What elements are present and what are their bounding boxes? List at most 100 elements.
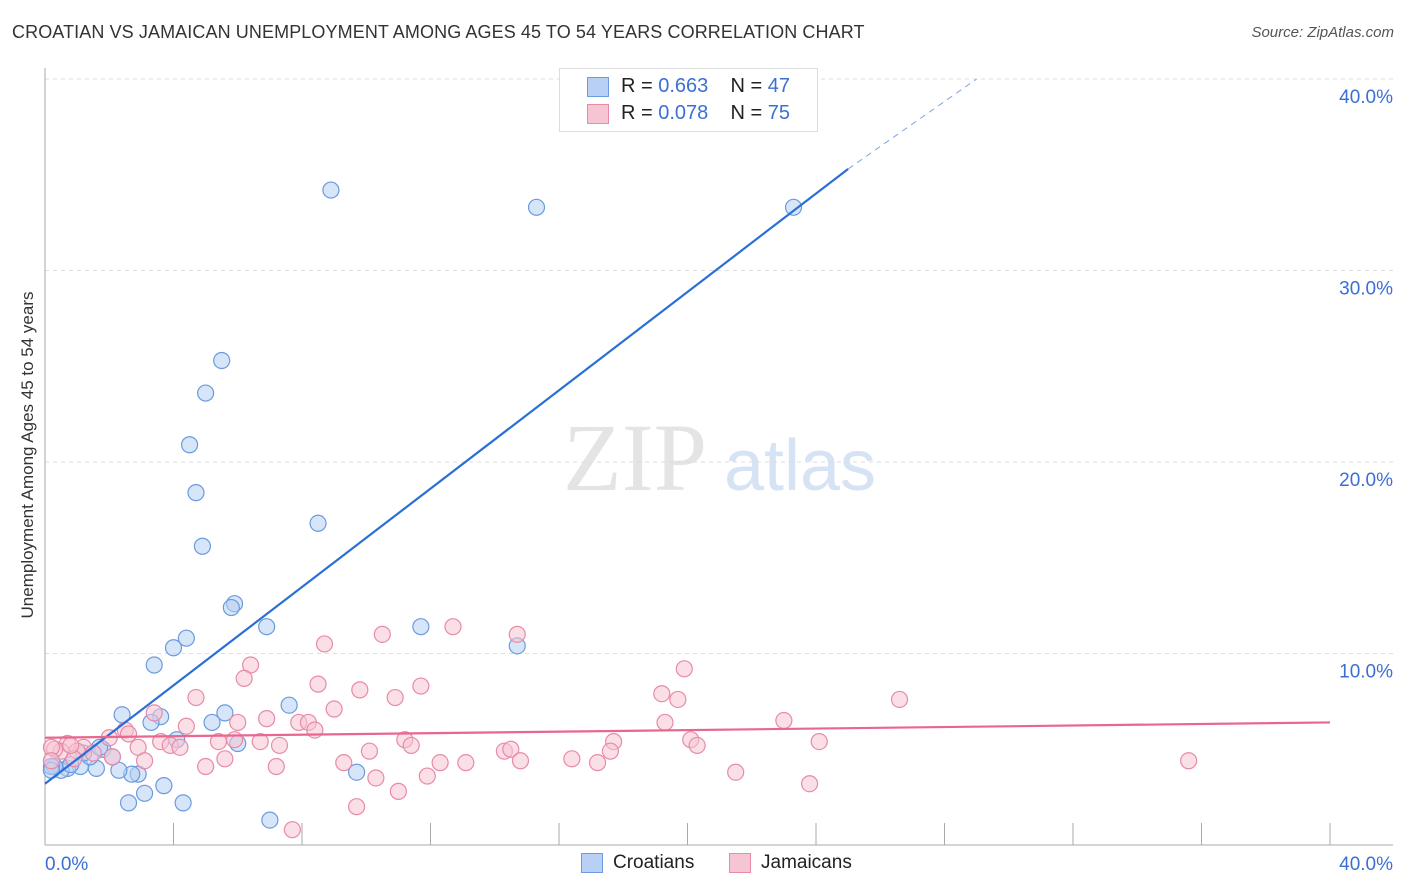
croatian-point (222, 598, 240, 617)
croatian-point (174, 794, 192, 812)
jamaican-point (775, 711, 793, 730)
jamaican-point (251, 732, 269, 751)
jamaican-point (367, 769, 385, 787)
jamaican-point (412, 677, 430, 695)
jamaican-point (656, 713, 674, 732)
jamaican-point (688, 736, 706, 755)
jamaican-point (457, 754, 475, 772)
jamaican-point (216, 750, 234, 768)
x-tick-label-min: 0.0% (45, 854, 88, 875)
croatian-point (187, 484, 205, 502)
blue-swatch-icon (581, 853, 603, 873)
jamaican-point (669, 690, 687, 709)
croatian-point (135, 784, 154, 802)
jamaican-point (418, 767, 436, 785)
croatian-point (309, 514, 327, 532)
source-label: Source: ZipAtlas.com (1251, 24, 1394, 41)
croatian-point (197, 384, 215, 402)
jamaican-point (727, 763, 745, 781)
jamaican-point (225, 731, 244, 749)
jamaican-point (511, 752, 530, 770)
croatian-point (119, 794, 138, 812)
pink-swatch-icon (729, 853, 751, 873)
jamaican-point (389, 782, 407, 800)
croatian-point (412, 618, 430, 636)
jamaican-point (145, 704, 163, 722)
jamaican-point (348, 798, 366, 816)
jamaican-point (197, 757, 215, 776)
jamaican-point (283, 821, 301, 839)
jamaican-point (229, 713, 247, 732)
croatian-point (203, 713, 221, 732)
watermark-zip: ZIP (563, 404, 707, 511)
jamaican-point (444, 618, 462, 636)
bottom-legend-croatians: Croatians (581, 852, 694, 874)
croatian-point (258, 618, 276, 636)
jamaican-point (258, 710, 276, 728)
croatian-point (322, 181, 340, 199)
y-tick-label: 20.0% (1339, 470, 1393, 491)
jamaican-point (315, 635, 334, 653)
x-tick-label-max: 40.0% (1339, 854, 1393, 875)
jamaican-point (177, 717, 195, 735)
r-value: 0.663 (658, 75, 709, 97)
jamaican-point (119, 725, 138, 743)
jamaican-point (270, 736, 289, 755)
jamaican-point (351, 681, 369, 699)
legend-label: Croatians (613, 852, 695, 873)
jamaican-point (386, 688, 404, 707)
jamaican-point (235, 669, 253, 687)
y-tick-label: 10.0% (1339, 662, 1393, 683)
croatian-point (280, 696, 298, 714)
croatian-point (216, 704, 234, 722)
jamaican-point (563, 750, 581, 768)
croatian-point (155, 777, 173, 795)
jamaican-point (601, 742, 620, 760)
jamaican-point (653, 685, 671, 703)
croatian-point (213, 351, 231, 370)
jamaican-point (62, 736, 80, 755)
y-tick-label: 40.0% (1339, 87, 1393, 108)
n-value: 47 (767, 75, 791, 97)
jamaican-point (360, 742, 379, 760)
croatian-point (145, 656, 163, 674)
jamaican-point (103, 748, 122, 766)
bottom-legend-jamaicans: Jamaicans (729, 852, 852, 874)
y-tick-label: 30.0% (1339, 279, 1393, 300)
legend-row-jamaicans: R = 0.078 N = 75 (587, 102, 790, 125)
r-value: 0.078 (658, 102, 709, 124)
croatian-point (527, 198, 546, 216)
r-label: R = (621, 75, 653, 97)
n-label: N = (730, 102, 763, 124)
stats-legend: R = 0.663 N = 47 R = 0.078 N = 75 (559, 68, 818, 132)
watermark-atlas: atlas (724, 426, 876, 506)
pink-swatch-icon (587, 103, 609, 124)
croatian-trend-line (44, 168, 849, 785)
jamaican-trend-line (44, 721, 1331, 739)
jamaican-point (431, 754, 449, 772)
jamaican-point (171, 738, 189, 756)
croatian-point (261, 811, 279, 829)
jamaican-point (135, 752, 154, 770)
croatian-point (180, 436, 199, 454)
r-label: R = (621, 102, 653, 124)
jamaican-point (187, 688, 205, 707)
jamaican-point (335, 754, 353, 772)
chart-title: CROATIAN VS JAMAICAN UNEMPLOYMENT AMONG … (12, 22, 865, 42)
croatian-point (348, 763, 366, 781)
jamaican-point (402, 736, 420, 755)
jamaican-point (1180, 752, 1198, 770)
n-label: N = (730, 75, 763, 97)
jamaican-point (325, 700, 343, 718)
jamaican-point (373, 625, 391, 643)
jamaican-point (588, 754, 607, 772)
blue-swatch-icon (587, 76, 609, 97)
croatian-point (177, 629, 195, 647)
jamaican-point (42, 752, 61, 770)
croatian-point (164, 639, 183, 657)
jamaican-point (508, 625, 526, 643)
jamaican-point (800, 775, 819, 793)
jamaican-point (309, 675, 327, 693)
